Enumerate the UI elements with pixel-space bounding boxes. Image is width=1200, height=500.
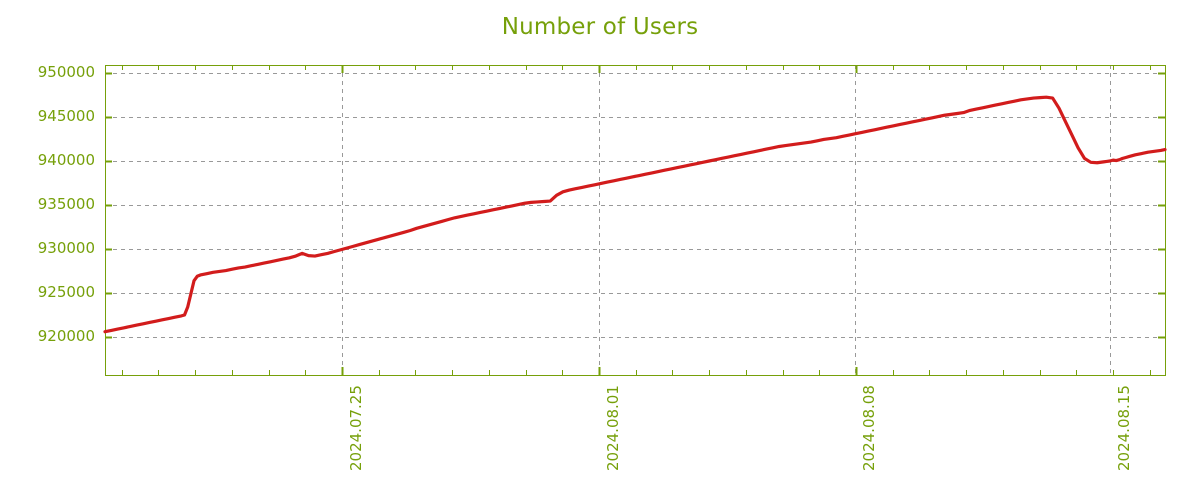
x-axis-tick-label: 2024.08.08 [860, 385, 878, 471]
y-axis-tick-label: 920000 [37, 327, 95, 345]
series-line [103, 95, 1167, 334]
axis-frame [105, 65, 1166, 376]
chart-title: Number of Users [501, 14, 699, 40]
y-tick-marks [105, 72, 1165, 339]
data-series-group [103, 95, 1167, 334]
y-axis-tick-label: 940000 [37, 151, 95, 169]
y-axis-tick-label: 950000 [37, 63, 95, 81]
y-axis-tick-label: 925000 [37, 283, 95, 301]
x-axis-tick-label: 2024.07.25 [347, 385, 365, 471]
y-axis-tick-label: 945000 [37, 107, 95, 125]
y-axis-tick-label: 930000 [37, 239, 95, 257]
x-axis-tick-label: 2024.08.15 [1115, 385, 1133, 471]
x-tick-marks [122, 65, 1151, 375]
y-axis-tick-label: 935000 [37, 195, 95, 213]
x-axis-tick-label: 2024.08.01 [604, 385, 622, 471]
x-gridlines [342, 65, 1111, 375]
y-gridlines [105, 73, 1165, 338]
